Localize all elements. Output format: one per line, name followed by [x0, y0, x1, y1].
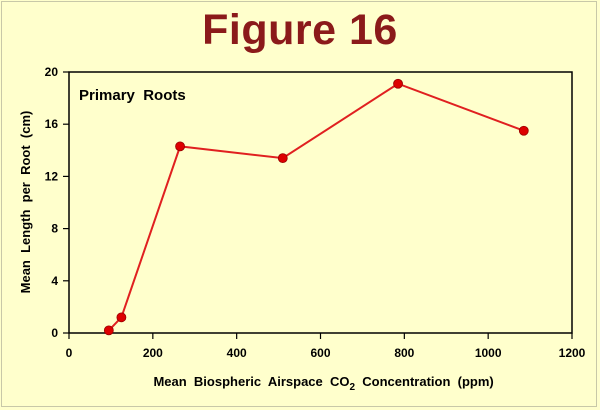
data-point	[393, 78, 403, 89]
data-point	[518, 125, 529, 136]
series-line	[108, 82, 525, 332]
x-tick-label: 1000	[475, 346, 502, 360]
y-axis: 0 4 8 12 16 20	[45, 65, 69, 340]
figure-title: Figure 16	[202, 6, 398, 54]
data-point	[277, 153, 288, 164]
y-tick-label: 16	[45, 117, 59, 131]
data-point	[116, 312, 127, 323]
x-axis-label-subscript: 2	[350, 382, 356, 393]
y-tick-label: 12	[45, 169, 59, 183]
y-tick-label: 4	[51, 274, 58, 288]
x-axis-label: Mean Biospheric Airspace CO2 Concentrati…	[135, 374, 504, 393]
x-tick-label: 400	[227, 346, 247, 360]
x-tick-label: 1200	[559, 346, 586, 360]
plot-annotation: Primary Roots	[79, 87, 186, 104]
y-tick-label: 0	[51, 326, 58, 340]
y-tick-label: 8	[51, 222, 58, 236]
data-point	[175, 141, 185, 152]
x-tick-label: 0	[66, 346, 73, 360]
x-axis: 0 200 400 600 800 1000 1200	[66, 333, 586, 360]
x-tick-label: 200	[143, 346, 163, 360]
series-layer	[103, 78, 529, 336]
y-axis-label: Mean Length per Root (cm)	[18, 111, 33, 294]
data-point	[103, 325, 114, 336]
x-axis-label-part-1: Mean Biospheric Airspace CO	[153, 374, 349, 389]
plot-area	[68, 71, 573, 334]
x-axis-label-part-2: Concentration (ppm)	[355, 374, 494, 389]
y-tick-label: 20	[45, 65, 59, 79]
x-tick-label: 800	[394, 346, 414, 360]
x-tick-label: 600	[310, 346, 330, 360]
